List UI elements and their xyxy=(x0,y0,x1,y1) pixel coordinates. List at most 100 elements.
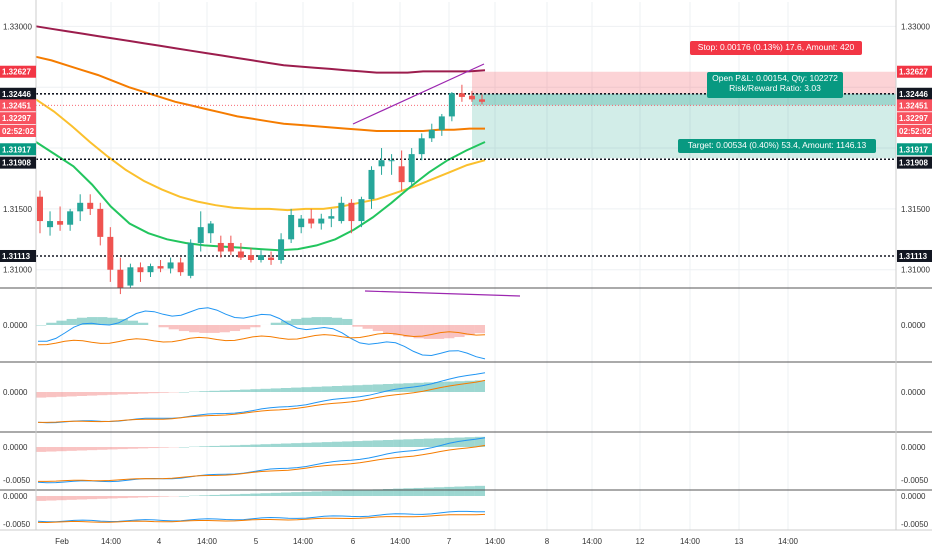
histogram-bar xyxy=(127,496,139,498)
candle-body xyxy=(348,202,355,222)
candle-body xyxy=(258,255,264,261)
histogram-bar xyxy=(260,493,271,496)
histogram-bar xyxy=(250,493,261,496)
histogram-bar xyxy=(382,489,394,496)
histogram-bar xyxy=(97,496,108,499)
indicator-line-slow xyxy=(37,331,486,346)
candle-body xyxy=(308,218,315,224)
candle-body xyxy=(187,242,194,276)
histogram-bar xyxy=(393,383,404,392)
histogram-bar xyxy=(97,392,108,396)
candle-body xyxy=(408,154,415,183)
histogram-bar xyxy=(372,489,383,496)
histogram-bar xyxy=(158,447,169,448)
histogram-bar xyxy=(423,487,434,496)
left-price-label-text: 02:52:02 xyxy=(2,127,35,136)
left-price-tick: 1.31500 xyxy=(3,205,32,214)
pnl-label xyxy=(707,72,843,98)
time-tick-label: 14:00 xyxy=(293,537,314,546)
candle-body xyxy=(157,266,164,269)
time-tick-label: 12 xyxy=(636,537,645,546)
candle-body xyxy=(147,266,154,273)
right-price-label-text: 1.32297 xyxy=(899,114,928,123)
candle-body xyxy=(127,267,134,286)
right-price-tick: 1.31500 xyxy=(901,205,930,214)
histogram-bar xyxy=(423,382,434,392)
histogram-bar xyxy=(260,388,271,392)
histogram-bar xyxy=(46,322,57,325)
right-price-label xyxy=(897,249,932,262)
histogram-bar xyxy=(331,490,343,496)
candle-body xyxy=(388,160,395,162)
left-price-label-text: 1.31113 xyxy=(2,252,31,261)
indicator-line-fast xyxy=(38,307,486,360)
trendlines[interactable] xyxy=(352,63,521,297)
candle-body xyxy=(227,242,234,252)
histogram-bar xyxy=(352,385,363,392)
candle-body xyxy=(197,227,204,243)
trendline[interactable] xyxy=(352,63,485,125)
histogram-bar xyxy=(199,325,210,333)
left-price-label-text: 1.32627 xyxy=(2,68,31,77)
histogram-bar xyxy=(321,442,332,447)
histogram-bar xyxy=(403,439,414,447)
histogram-bar xyxy=(209,494,220,496)
histogram-bar xyxy=(444,437,455,447)
candle-body xyxy=(117,269,124,288)
pane-zero-right: 0.0000 xyxy=(901,388,926,397)
indicator-line-fast xyxy=(37,437,486,484)
indicator-trendline[interactable] xyxy=(364,290,521,297)
candle-body xyxy=(177,262,184,273)
candle-body xyxy=(468,95,475,100)
candlesticks xyxy=(37,84,485,295)
histogram-bar xyxy=(454,486,465,496)
candle-body xyxy=(458,93,465,97)
candle-body xyxy=(328,216,335,219)
right-price-label xyxy=(897,143,932,156)
candle-body xyxy=(37,196,43,222)
left-price-label xyxy=(0,249,36,262)
histogram-bar xyxy=(301,491,312,496)
pane-zero-left: 0.0000 xyxy=(3,443,28,452)
candle-body xyxy=(378,160,385,167)
histogram-bar xyxy=(127,320,139,325)
left-price-label xyxy=(0,87,36,100)
histogram-bar xyxy=(87,447,98,451)
pnl-label-text: Open P&L: 0.00154, Qty: 102272 xyxy=(712,73,838,83)
left-price-label-text: 1.32446 xyxy=(2,90,31,99)
histogram-bar xyxy=(311,386,322,392)
candle-body xyxy=(298,218,305,228)
histogram-bar xyxy=(138,447,149,449)
histogram-bar xyxy=(229,445,241,447)
histogram-bar xyxy=(454,325,465,338)
indicator-line-slow xyxy=(37,513,486,524)
target-label xyxy=(678,139,876,153)
histogram-bar xyxy=(474,325,485,334)
histogram-bar xyxy=(36,392,47,398)
histogram-bar xyxy=(76,496,88,500)
histogram-bar xyxy=(229,494,241,496)
histogram-bar xyxy=(413,438,424,447)
moving-average-line xyxy=(35,98,486,212)
histogram-bar xyxy=(454,381,465,392)
left-price-label xyxy=(0,112,36,125)
histogram-bar xyxy=(158,392,169,393)
histogram-bar xyxy=(423,438,434,447)
histogram-bar xyxy=(56,496,67,501)
time-tick-label: 14:00 xyxy=(778,537,799,546)
time-tick-label: 14:00 xyxy=(680,537,701,546)
time-tick-label: 14:00 xyxy=(582,537,603,546)
position-labels: Stop: 0.00176 (0.13%) 17.6, Amount: 420 O… xyxy=(678,41,876,153)
left-price-label-text: 1.31908 xyxy=(2,159,31,168)
histogram-bar xyxy=(280,492,292,496)
histogram-bar xyxy=(342,318,353,325)
time-tick-label: 14:00 xyxy=(197,537,218,546)
time-tick-label: 8 xyxy=(545,537,550,546)
right-price-label xyxy=(897,112,932,125)
target-label-text: Target: 0.00534 (0.40%) 53.4, Amount: 11… xyxy=(688,140,867,150)
candle-body xyxy=(137,267,144,273)
candle-body xyxy=(479,99,485,102)
candle-body xyxy=(358,199,365,222)
histogram-bar xyxy=(382,440,394,447)
